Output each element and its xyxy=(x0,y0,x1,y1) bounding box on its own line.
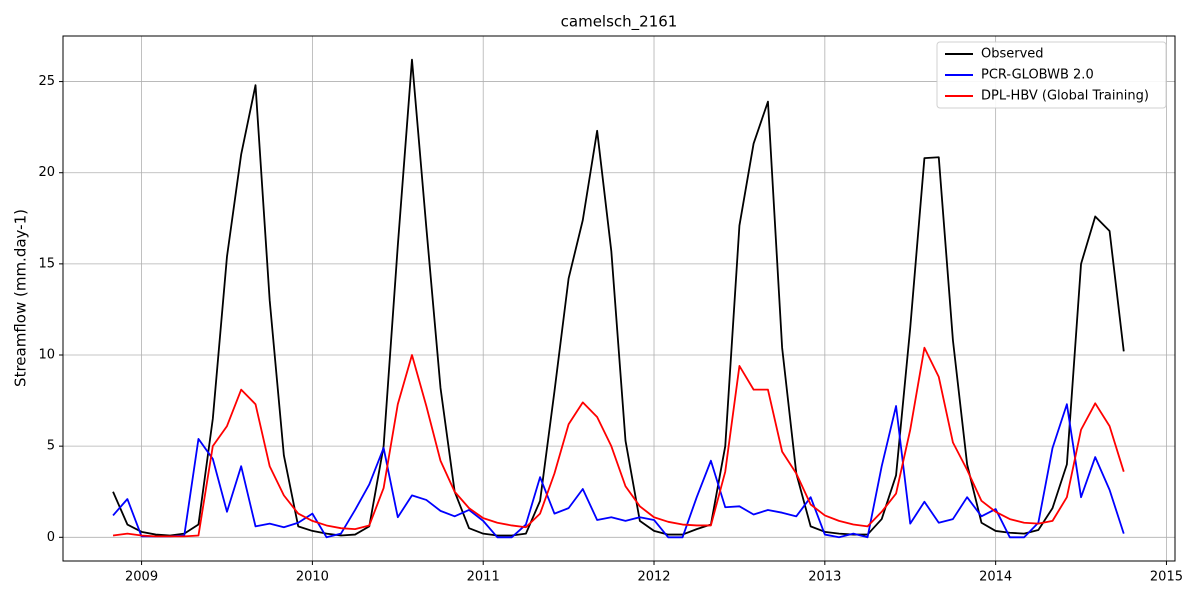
y-tick-label: 15 xyxy=(38,256,55,271)
data-line xyxy=(112,346,1125,538)
x-tick-label: 2014 xyxy=(979,570,1012,585)
chart-title: camelsch_2161 xyxy=(561,13,678,32)
data-line xyxy=(112,58,1125,537)
legend-label: Observed xyxy=(981,47,1044,62)
legend-label: DPL-HBV (Global Training) xyxy=(981,89,1149,104)
data-line xyxy=(112,403,1125,539)
y-tick-label: 25 xyxy=(38,74,55,89)
x-tick-label: 2009 xyxy=(125,570,158,585)
y-axis-label: Streamflow (mm.day-1) xyxy=(12,209,30,387)
x-tick-label: 2012 xyxy=(637,570,670,585)
y-tick-label: 5 xyxy=(47,439,55,454)
y-tick-label: 10 xyxy=(38,348,55,363)
legend-box xyxy=(936,41,1167,109)
x-tick-label: 2013 xyxy=(808,570,841,585)
y-tick-label: 0 xyxy=(47,530,55,545)
x-tick-label: 2015 xyxy=(1150,570,1183,585)
x-tick-label: 2010 xyxy=(296,570,329,585)
x-tick-label: 2011 xyxy=(467,570,500,585)
legend: Observed PCR-GLOBWB 2.0 DPL-HBV (Global Tr… xyxy=(936,41,1167,109)
plot-frame xyxy=(62,35,1176,562)
y-tick-label: 20 xyxy=(38,165,55,180)
legend-label: PCR-GLOBWB 2.0 xyxy=(981,68,1094,83)
